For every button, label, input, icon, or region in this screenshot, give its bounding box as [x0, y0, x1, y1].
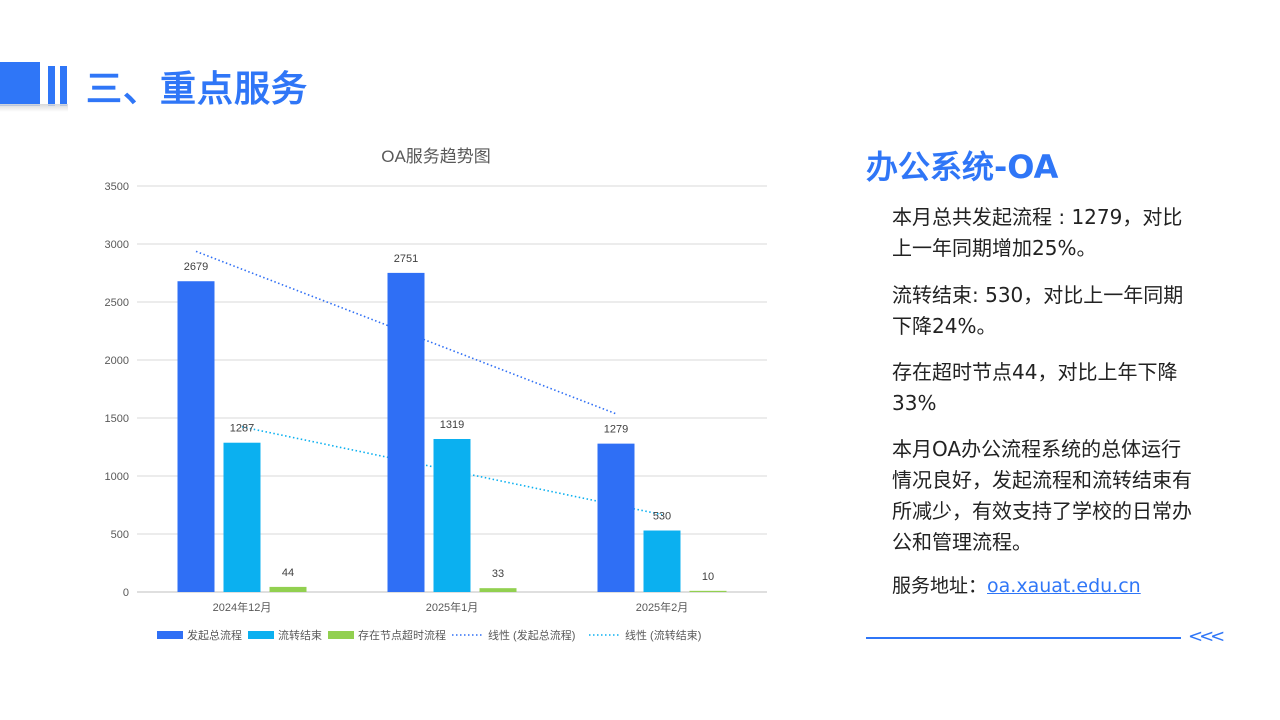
bar	[597, 443, 635, 592]
x-tick-label: 2025年2月	[636, 600, 689, 614]
bar	[387, 272, 425, 592]
y-tick-label: 3500	[105, 181, 129, 193]
summary-paragraph: 本月总共发起流程 : 1279，对比上一年同期增加25%。	[892, 205, 1183, 260]
header-accent-shadow	[0, 104, 68, 112]
data-label: 10	[702, 571, 714, 583]
y-tick-label: 2000	[105, 355, 129, 367]
chart-data-labels: 2679 2751 1279 1287 1319 530 44 33 10	[184, 253, 714, 583]
y-tick-label: 1500	[105, 413, 129, 425]
legend-swatch	[328, 631, 354, 639]
data-label: 530	[653, 511, 671, 523]
oa-trend-chart: OA服务趋势图 0 500 1000 1500 2000 2500 3000 3500 267…	[105, 147, 767, 642]
bar	[269, 586, 307, 592]
data-label: 33	[492, 568, 504, 580]
chevron-left-icon: <<<	[1188, 626, 1225, 647]
service-address-link[interactable]: oa.xauat.edu.cn	[987, 575, 1141, 597]
legend-label: 存在节点超时流程	[358, 628, 446, 642]
service-address-label: 服务地址：	[892, 575, 988, 597]
summary-paragraph: 流转结束: 530，对比上一年同期下降24%。	[892, 283, 1184, 338]
service-address: 服务地址：oa.xauat.edu.cn	[892, 572, 1141, 600]
y-tick-label: 1000	[105, 471, 129, 483]
data-label: 1287	[230, 423, 254, 435]
bar	[433, 438, 471, 592]
chart-legend: 发起总流程 流转结束 存在节点超时流程 线性 (发起总流程) 线性 (流转结束)	[157, 628, 701, 642]
y-tick-label: 2500	[105, 297, 129, 309]
data-label: 44	[282, 567, 294, 579]
bar	[643, 530, 681, 592]
oa-section-title: 办公系统-OA	[866, 148, 1059, 186]
summary-paragraph: 存在超时节点44，对比上年下降33%	[892, 360, 1178, 415]
y-tick-label: 500	[111, 529, 129, 541]
x-tick-label: 2025年1月	[426, 600, 479, 614]
bar	[223, 442, 261, 592]
header-accent-bar	[48, 66, 55, 106]
legend-swatch	[157, 631, 183, 639]
legend-swatch	[248, 631, 274, 639]
header-accent-block	[0, 62, 40, 106]
bar	[177, 281, 215, 592]
footer-divider	[866, 637, 1181, 639]
data-label: 1279	[604, 424, 628, 436]
y-tick-label: 0	[123, 587, 129, 599]
page-title: 三、重点服务	[86, 69, 309, 110]
bar	[479, 588, 517, 592]
legend-label: 流转结束	[278, 628, 322, 642]
legend-label: 线性 (流转结束)	[625, 628, 701, 642]
chart-y-axis: 0 500 1000 1500 2000 2500 3000 3500	[105, 181, 129, 599]
legend-label: 线性 (发起总流程)	[488, 628, 575, 642]
chart-title: OA服务趋势图	[381, 147, 491, 166]
x-tick-label: 2024年12月	[213, 600, 272, 614]
data-label: 2751	[394, 253, 418, 265]
chart-x-axis: 2024年12月 2025年1月 2025年2月	[213, 600, 689, 614]
data-label: 2679	[184, 261, 208, 273]
summary-paragraph: 本月OA办公流程系统的总体运行情况良好，发起流程和流转结束有所减少，有效支持了学…	[892, 437, 1192, 554]
legend-label: 发起总流程	[187, 628, 242, 642]
chart-bars	[177, 272, 727, 592]
y-tick-label: 3000	[105, 239, 129, 251]
chart-trendlines	[195, 250, 663, 516]
bar	[689, 590, 727, 592]
data-label: 1319	[440, 419, 464, 431]
header-accent-bar	[60, 66, 67, 106]
